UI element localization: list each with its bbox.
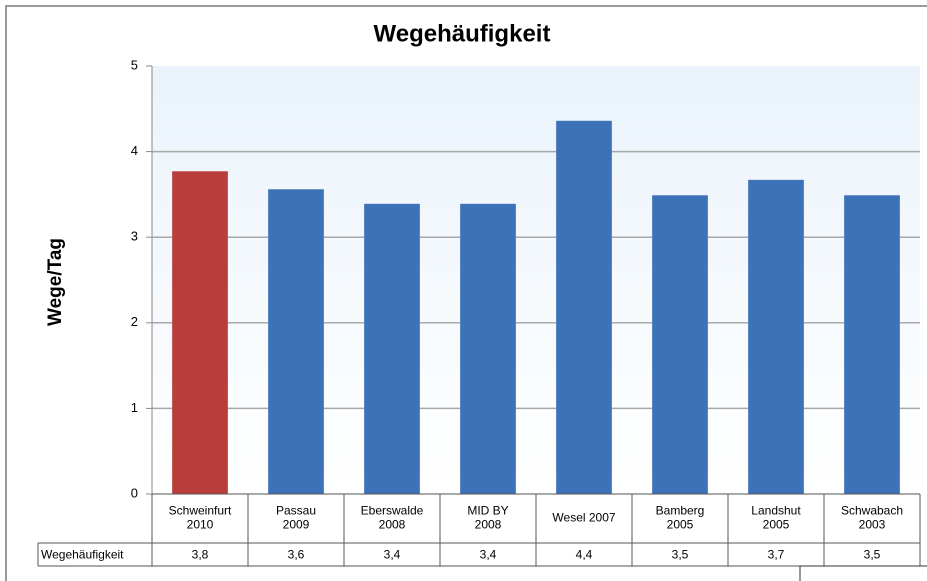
bar [748, 179, 804, 494]
overlay-box [799, 565, 927, 581]
y-tick-label: 2 [131, 314, 138, 329]
bar [364, 203, 420, 495]
x-tick-label: 2003 [859, 518, 886, 532]
y-tick-label: 1 [131, 400, 138, 415]
x-tick-label: Passau [276, 504, 316, 518]
x-tick-label: 2008 [475, 518, 502, 532]
bar [172, 171, 228, 494]
x-tick-label: Bamberg [656, 504, 705, 518]
value-label: 3,6 [288, 548, 305, 562]
bar [556, 120, 612, 494]
y-axis-label: Wege/Tag [45, 238, 66, 326]
x-tick-label: Eberswalde [361, 504, 424, 518]
bar [652, 195, 708, 495]
bar [460, 203, 516, 495]
frame [5, 5, 927, 581]
value-label: 3,8 [192, 548, 209, 562]
plot-area [152, 66, 920, 494]
value-label: 3,4 [384, 548, 401, 562]
y-tick-label: 0 [131, 485, 138, 500]
x-tick-label: 2009 [283, 518, 310, 532]
value-label: 3,5 [672, 548, 689, 562]
x-tick-label: 2008 [379, 518, 406, 532]
x-tick-label: Wesel 2007 [552, 511, 615, 525]
x-tick-label: Schwabach [841, 504, 903, 518]
bar [844, 195, 900, 495]
x-tick-label: MID BY [467, 504, 508, 518]
bar [268, 189, 324, 494]
x-tick-label: 2010 [187, 518, 214, 532]
series-name: Wegehäufigkeit [41, 548, 124, 562]
x-tick-label: 2005 [667, 518, 694, 532]
value-label: 3,4 [480, 548, 497, 562]
value-label: 3,5 [864, 548, 881, 562]
x-tick-label: 2005 [763, 518, 790, 532]
y-tick-label: 4 [131, 143, 138, 158]
y-tick-label: 5 [131, 57, 138, 72]
x-tick-label: Schweinfurt [169, 504, 232, 518]
x-tick-label: Landshut [751, 504, 801, 518]
chart-title: Wegehäufigkeit [374, 20, 551, 47]
y-tick-label: 3 [131, 229, 138, 244]
value-label: 4,4 [576, 548, 593, 562]
value-label: 3,7 [768, 548, 785, 562]
